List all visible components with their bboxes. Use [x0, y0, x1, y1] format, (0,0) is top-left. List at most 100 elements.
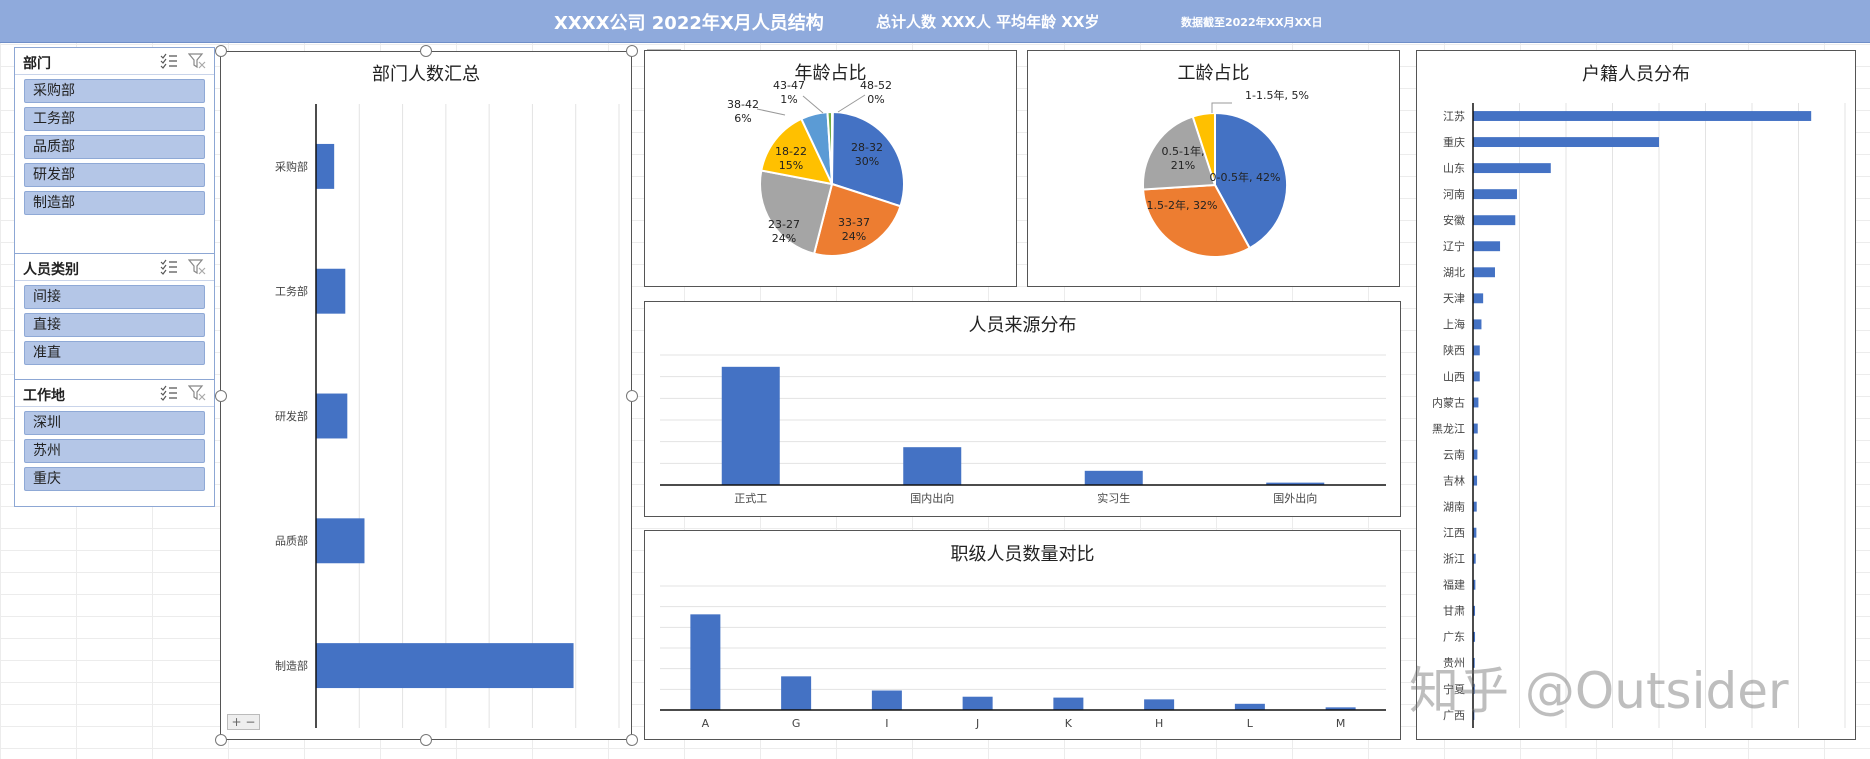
- data-label: 23-27 24%: [768, 218, 800, 245]
- slicer-item-semi-direct[interactable]: 准直: [24, 341, 205, 365]
- leader-line: [1211, 102, 1232, 113]
- category-label: 江苏: [1443, 110, 1465, 123]
- pie-slice: [1142, 115, 1217, 191]
- multi-select-icon[interactable]: [160, 385, 178, 401]
- data-label: 0-0.5年, 42%: [1210, 170, 1281, 184]
- category-label: 采购部: [275, 159, 308, 173]
- bar: [1473, 345, 1480, 356]
- chart-title: 人员来源分布: [968, 315, 1077, 336]
- bar: [1473, 163, 1551, 174]
- slicer-header: 工作地: [15, 380, 214, 407]
- tenure-pie-chart: 0-0.5年, 42% 1.5-2年, 32% 0.5-1年, 21% 1-1.5年, …: [1142, 88, 1309, 258]
- pie-slice: [1191, 111, 1216, 186]
- data-label: 18-22 15%: [775, 145, 807, 172]
- bar: [1473, 397, 1479, 408]
- resize-handle[interactable]: [626, 734, 638, 746]
- slicer-item-engineering[interactable]: 工务部: [24, 107, 205, 131]
- category-label: 实习生: [1097, 491, 1130, 505]
- summary-stats: 总计人数 XXX人 平均年龄 XX岁: [876, 13, 1100, 31]
- data-label: 1.5-2年, 32%: [1147, 198, 1218, 212]
- chart-staff-source[interactable]: 人员来源分布 正式工 国内出向 实习生 国外出向: [644, 301, 1401, 517]
- slicer-title: 人员类别: [23, 262, 79, 278]
- slicer-item-rnd[interactable]: 研发部: [24, 163, 205, 187]
- data-label: 1-1.5年, 5%: [1245, 88, 1309, 102]
- bar: [1473, 657, 1475, 668]
- bar: [871, 690, 902, 710]
- category-label: 工务部: [275, 284, 308, 298]
- bar: [1473, 137, 1659, 148]
- category-label: 云南: [1443, 448, 1465, 461]
- zoom-control[interactable]: + −: [227, 714, 260, 730]
- category-label: 国内出向: [910, 491, 954, 505]
- category-label: G: [792, 717, 801, 730]
- category-label: 安徽: [1443, 213, 1465, 227]
- chart-tenure-ratio[interactable]: 工龄占比 0-0.5年, 42% 1.5-2年, 32% 0.5-1年, 21% 1-1…: [1027, 50, 1400, 287]
- multi-select-icon[interactable]: [160, 53, 178, 69]
- leader-line: [802, 95, 824, 114]
- category-label: 陕西: [1443, 343, 1465, 357]
- category-label: 江西: [1443, 527, 1465, 540]
- slicer-header: 部门: [15, 48, 214, 75]
- chart-dept-headcount[interactable]: 部门人数汇总 采购部 工务部 研发部 品质部 制造部: [220, 51, 632, 740]
- slicer-item-suzhou[interactable]: 苏州: [24, 439, 205, 463]
- data-date: 数据截至2022年XX月XX日: [1181, 16, 1323, 29]
- category-label: 甘肃: [1443, 605, 1465, 618]
- pie-slice: [831, 110, 905, 208]
- clear-filter-icon[interactable]: [188, 385, 206, 401]
- bar: [1473, 319, 1482, 330]
- chart-title: 户籍人员分布: [1582, 64, 1690, 85]
- resize-handle[interactable]: [420, 734, 432, 746]
- bar: [1473, 423, 1478, 434]
- pie-slice: [1214, 111, 1288, 250]
- chart-age-ratio[interactable]: 年龄占比 28-32 30% 33-37 24% 23-27 24% 18-22 15% 38-…: [644, 50, 1017, 287]
- resize-handle[interactable]: [626, 390, 638, 402]
- slicer-item-direct[interactable]: 直接: [24, 313, 205, 337]
- data-label: 0.5-1年, 21%: [1162, 144, 1205, 172]
- category-label: 重庆: [1443, 135, 1465, 149]
- data-label: 28-32 30%: [851, 141, 883, 168]
- bar: [1266, 482, 1325, 485]
- leader-line: [756, 108, 786, 116]
- bar: [1473, 371, 1480, 382]
- slicer-item-quality[interactable]: 品质部: [24, 135, 205, 159]
- slicer-item-purchasing[interactable]: 采购部: [24, 79, 205, 103]
- category-label: 山东: [1443, 162, 1465, 175]
- category-label: 内蒙古: [1432, 395, 1465, 409]
- category-label: M: [1336, 717, 1346, 730]
- clear-filter-icon[interactable]: [188, 259, 206, 275]
- bar: [1473, 267, 1495, 278]
- chart-grade-comparison[interactable]: 职级人员数量对比 A G I J K H L M: [644, 530, 1401, 740]
- resize-handle[interactable]: [215, 45, 227, 57]
- slicer-item-indirect[interactable]: 间接: [24, 285, 205, 309]
- category-label: 湖南: [1443, 500, 1465, 513]
- resize-handle[interactable]: [626, 45, 638, 57]
- chart-household-distribution[interactable]: 户籍人员分布 江苏 重庆 山东 河南 安徽 辽宁 湖北 天津 上海 陕西 山西 内蒙古 黑龙江 云南 吉林湖…: [1416, 50, 1856, 740]
- multi-select-icon[interactable]: [160, 259, 178, 275]
- bar: [1473, 241, 1501, 252]
- resize-handle[interactable]: [420, 45, 432, 57]
- leader-line: [837, 94, 866, 113]
- bar: [1473, 111, 1812, 121]
- data-label: 33-37 24%: [838, 216, 870, 243]
- resize-handle[interactable]: [215, 390, 227, 402]
- slicer-title: 部门: [23, 56, 51, 72]
- dashboard-header: XXXX公司 2022年X月人员结构 总计人数 XXX人 平均年龄 XX岁 数据…: [0, 0, 1870, 43]
- resize-handle[interactable]: [215, 734, 227, 746]
- bar: [1473, 189, 1517, 200]
- slicer-title: 工作地: [23, 388, 65, 404]
- slicer-item-manufacturing[interactable]: 制造部: [24, 191, 205, 215]
- category-label: J: [975, 717, 979, 730]
- bar: [316, 393, 348, 439]
- pie-slice: [1142, 183, 1252, 258]
- bar: [1473, 683, 1475, 694]
- slicer-item-chongqing[interactable]: 重庆: [24, 467, 205, 491]
- category-label: 吉林: [1443, 473, 1465, 487]
- bar: [721, 366, 780, 485]
- clear-filter-icon[interactable]: [188, 53, 206, 69]
- category-label: 上海: [1443, 317, 1465, 331]
- category-label: 品质部: [275, 534, 308, 548]
- slicer-item-shenzhen[interactable]: 深圳: [24, 411, 205, 435]
- chart-title: 年龄占比: [794, 63, 867, 84]
- data-label: 38-42 6%: [727, 98, 759, 125]
- bar: [1473, 215, 1516, 226]
